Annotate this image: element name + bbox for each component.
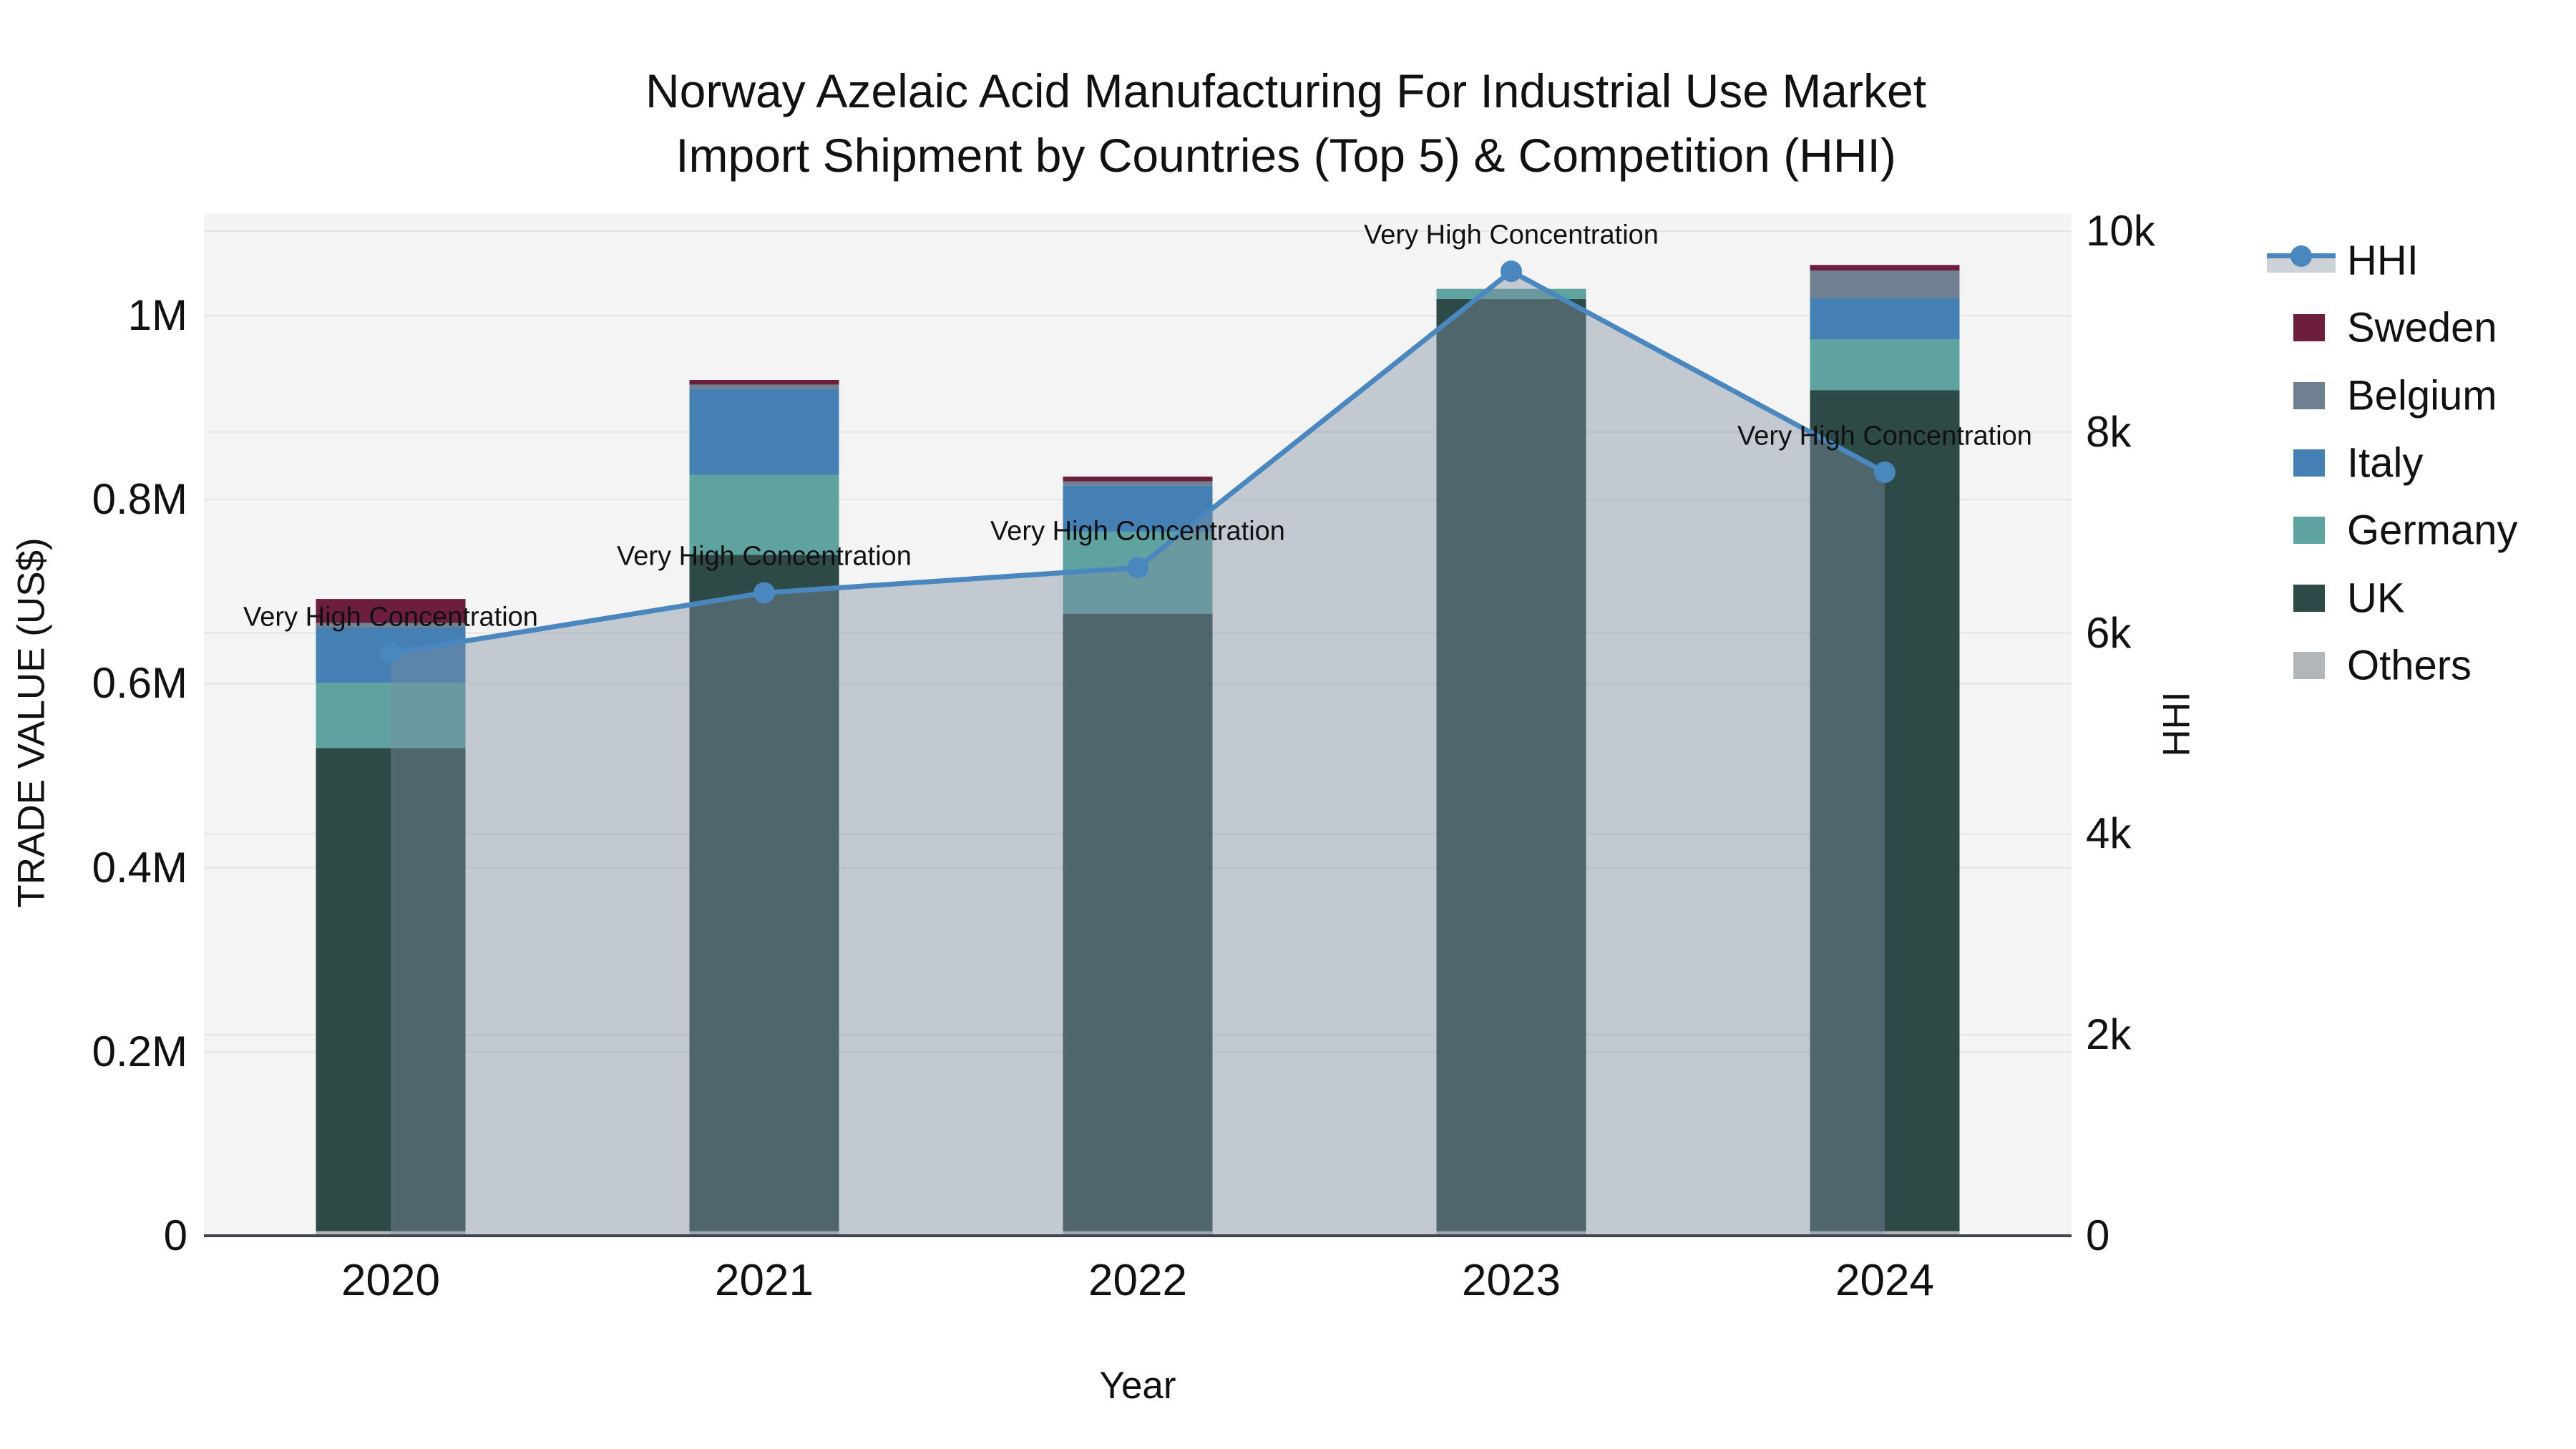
bar-segment-sweden-2020[interactable] <box>316 599 466 623</box>
bar-segment-belgium-2024[interactable] <box>1810 270 1960 298</box>
legend-label-germany: Germany <box>2347 507 2518 554</box>
left-tick-0.8M: 0.8M <box>92 475 187 524</box>
bar-segment-sweden-2022[interactable] <box>1063 477 1213 482</box>
annotation-2023: Very High Concentration <box>1364 220 1659 250</box>
x-tick-2024: 2024 <box>1835 1256 1934 1305</box>
right-tick-4k: 4k <box>2086 809 2132 858</box>
bar-segment-belgium-2020[interactable] <box>316 623 466 628</box>
legend-item-italy[interactable]: Italy <box>2254 429 2576 497</box>
hhi-swatch-dot <box>2290 245 2312 267</box>
bar-segment-germany-2020[interactable] <box>316 683 466 748</box>
legend-item-sweden[interactable]: Sweden <box>2254 294 2576 361</box>
hhi-marker-2020[interactable] <box>380 642 401 664</box>
bar-segment-uk-2022[interactable] <box>1063 613 1213 1231</box>
bar-segment-others-2021[interactable] <box>689 1231 839 1236</box>
legend-item-others[interactable]: Others <box>2254 632 2576 699</box>
right-tick-10k: 10k <box>2086 207 2155 255</box>
right-tick-2k: 2k <box>2086 1010 2132 1059</box>
legend-swatch-uk <box>2293 584 2325 612</box>
annotation-2021: Very High Concentration <box>617 541 912 572</box>
legend-swatch-others <box>2293 651 2325 679</box>
legend-item-belgium[interactable]: Belgium <box>2254 362 2576 429</box>
legend-swatch-belgium <box>2293 381 2325 409</box>
bar-segment-others-2022[interactable] <box>1063 1231 1213 1236</box>
bar-segment-italy-2024[interactable] <box>1810 298 1960 340</box>
legend: HHI Sweden Belgium Italy Germany UK Others <box>2254 215 2576 716</box>
hhi-marker-2024[interactable] <box>1874 461 1896 483</box>
legend-swatch-italy <box>2293 449 2325 477</box>
bar-segment-germany-2024[interactable] <box>1810 339 1960 391</box>
hhi-area-fill <box>391 271 1885 1236</box>
left-axis-title: TRADE VALUE (US$) <box>10 537 53 908</box>
bar-segment-sweden-2021[interactable] <box>689 380 839 385</box>
legend-label-hhi: HHI <box>2347 237 2419 284</box>
left-tick-0: 0 <box>163 1211 187 1259</box>
annotation-2024: Very High Concentration <box>1737 421 2032 452</box>
x-tick-2022: 2022 <box>1088 1256 1187 1305</box>
legend-label-belgium: Belgium <box>2347 372 2497 419</box>
hhi-marker-2021[interactable] <box>753 582 775 604</box>
legend-swatch-sweden <box>2293 314 2325 342</box>
x-tick-2020: 2020 <box>341 1256 440 1305</box>
left-tick-0.2M: 0.2M <box>92 1027 187 1075</box>
right-axis-title: HHI <box>2155 691 2198 757</box>
legend-item-uk[interactable]: UK <box>2254 565 2576 632</box>
left-tick-0.6M: 0.6M <box>92 659 187 708</box>
hhi-marker-2022[interactable] <box>1127 557 1148 579</box>
legend-label-uk: UK <box>2347 575 2405 621</box>
bar-segment-sweden-2024[interactable] <box>1810 265 1960 270</box>
x-tick-2021: 2021 <box>715 1256 814 1305</box>
left-tick-1M: 1M <box>127 291 187 339</box>
bar-segment-uk-2024[interactable] <box>1810 390 1960 1231</box>
bar-segment-others-2020[interactable] <box>316 1231 466 1236</box>
right-tick-6k: 6k <box>2086 608 2132 657</box>
bar-segment-uk-2021[interactable] <box>689 555 839 1231</box>
bar-segment-belgium-2022[interactable] <box>1063 481 1213 486</box>
x-tick-2023: 2023 <box>1462 1256 1561 1305</box>
legend-swatch-germany <box>2293 517 2325 545</box>
legend-item-hhi[interactable]: HHI <box>2254 227 2576 294</box>
bar-segment-others-2024[interactable] <box>1810 1231 1960 1236</box>
hhi-marker-2023[interactable] <box>1501 260 1522 283</box>
left-tick-0.4M: 0.4M <box>92 843 187 892</box>
bar-segment-uk-2023[interactable] <box>1436 298 1586 1231</box>
chart-title-line-1: Norway Azelaic Acid Manufacturing For In… <box>645 64 1927 117</box>
bar-segment-uk-2020[interactable] <box>316 748 466 1231</box>
legend-item-germany[interactable]: Germany <box>2254 497 2576 564</box>
bar-segment-italy-2022[interactable] <box>1063 485 1213 532</box>
bar-segment-germany-2021[interactable] <box>689 474 839 555</box>
legend-label-others: Others <box>2347 642 2472 689</box>
chart-title-line-2: Import Shipment by Countries (Top 5) & C… <box>675 129 1896 182</box>
right-tick-0: 0 <box>2086 1211 2110 1259</box>
annotation-2020: Very High Concentration <box>243 602 538 633</box>
bar-segment-italy-2021[interactable] <box>689 389 839 475</box>
legend-label-italy: Italy <box>2347 439 2424 487</box>
bar-segment-belgium-2021[interactable] <box>689 384 839 389</box>
legend-label-sweden: Sweden <box>2347 304 2497 351</box>
annotation-2022: Very High Concentration <box>990 516 1285 547</box>
hhi-line-swatch-icon <box>2267 245 2336 273</box>
bar-segment-others-2023[interactable] <box>1436 1231 1586 1236</box>
right-tick-8k: 8k <box>2086 407 2132 456</box>
x-axis-title: Year <box>1099 1365 1176 1407</box>
